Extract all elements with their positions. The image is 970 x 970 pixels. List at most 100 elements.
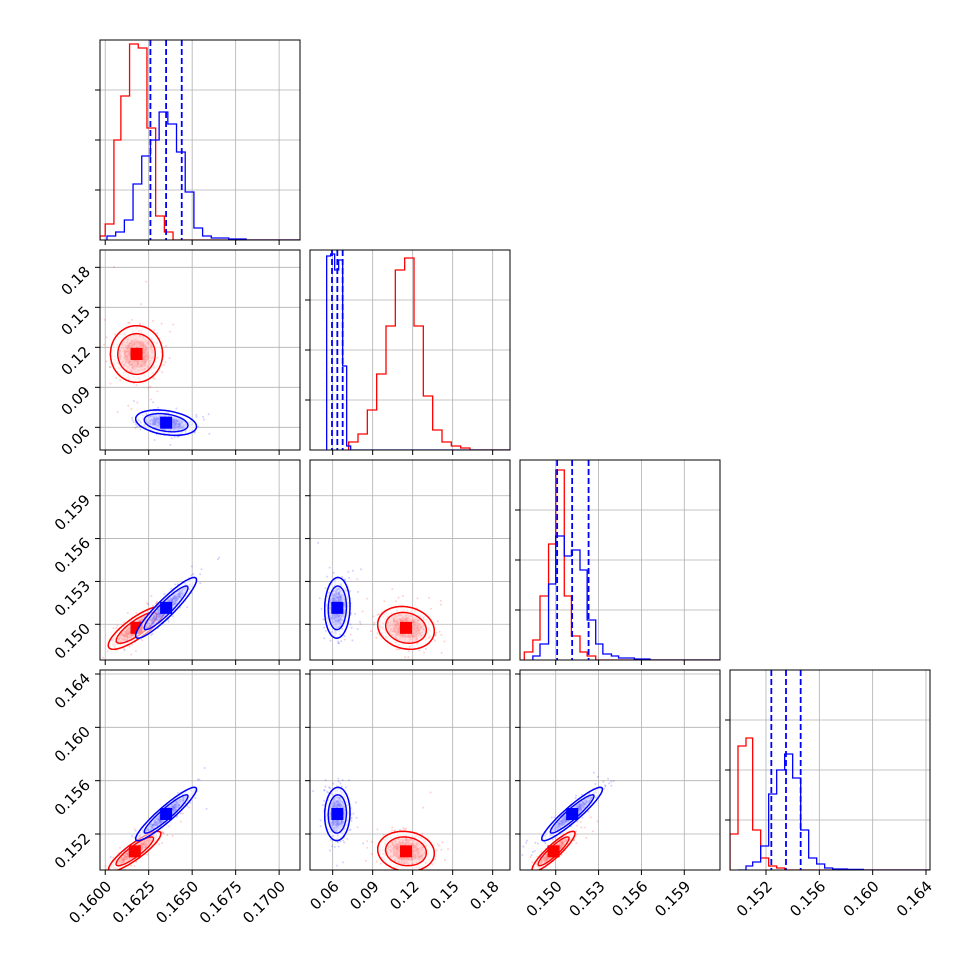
scatter-point <box>196 778 199 781</box>
scatter-point <box>202 415 205 418</box>
panel-frame <box>99 249 301 451</box>
scatter-point <box>372 615 375 618</box>
scatter-point <box>328 566 331 569</box>
scatter-point <box>364 859 367 862</box>
scatter-point <box>161 831 164 834</box>
scatter-point <box>391 826 394 829</box>
scatter-point <box>421 832 424 835</box>
scatter-point <box>422 806 425 809</box>
scatter-point <box>375 860 378 863</box>
scatter-point <box>156 332 159 335</box>
scatter-point <box>433 639 436 642</box>
scatter-point <box>172 323 175 326</box>
scatter-point <box>438 844 441 847</box>
scatter-point <box>106 650 109 653</box>
scatter-point <box>169 443 172 446</box>
panel-0-0 <box>95 39 301 245</box>
scatter-point <box>324 629 327 632</box>
scatter-point <box>416 874 418 876</box>
scatter-point <box>337 642 340 645</box>
scatter-point <box>116 872 118 874</box>
scatter-point <box>103 872 105 874</box>
y-tick-label: 0.06 <box>58 423 94 459</box>
scatter-point <box>151 604 154 607</box>
scatter-point <box>134 426 137 429</box>
scatter-point <box>377 613 380 616</box>
scatter-point <box>163 363 166 366</box>
scatter-point <box>203 766 206 769</box>
scatter-point <box>133 864 136 867</box>
scatter-point <box>153 329 156 332</box>
scatter-point <box>320 607 323 610</box>
scatter-point <box>349 633 352 636</box>
scatter-point <box>139 620 142 623</box>
scatter-point <box>356 578 359 581</box>
scatter-point <box>357 590 360 593</box>
scatter-point <box>162 831 165 834</box>
scatter-point <box>356 628 359 631</box>
scatter-point <box>135 423 138 426</box>
y-tick-label: 0.09 <box>58 383 94 419</box>
scatter-point <box>175 407 178 410</box>
scatter-point <box>190 574 193 577</box>
scatter-point <box>396 878 398 880</box>
scatter-point <box>366 597 369 600</box>
scatter-point <box>139 323 142 326</box>
panel-frame <box>99 39 301 241</box>
scatter-point <box>139 428 142 431</box>
scatter-point <box>170 587 173 590</box>
scatter-point <box>135 384 138 387</box>
scatter-point <box>337 640 340 643</box>
scatter-point <box>408 649 411 652</box>
scatter-point <box>376 632 379 635</box>
scatter-point <box>130 408 133 411</box>
scatter-point <box>195 415 198 418</box>
scatter-point <box>165 345 168 348</box>
scatter-point <box>134 829 137 832</box>
scatter-point <box>431 863 434 866</box>
scatter-point <box>109 366 112 369</box>
y-tick-label: 0.18 <box>58 263 94 299</box>
scatter-point <box>356 826 359 829</box>
scatter-point <box>339 782 342 785</box>
scatter-point <box>399 828 402 831</box>
scatter-point <box>373 621 376 624</box>
scatter-point <box>218 556 221 559</box>
scatter-point <box>146 853 149 856</box>
scatter-point <box>160 322 163 325</box>
histogram-series-0 <box>348 257 510 450</box>
scatter-point <box>343 578 346 581</box>
scatter-point <box>128 321 131 324</box>
scatter-point <box>108 365 111 368</box>
scatter-point <box>370 840 373 843</box>
scatter-point <box>440 848 443 851</box>
scatter-point <box>114 376 117 379</box>
scatter-point <box>415 875 417 877</box>
scatter-point <box>407 656 410 659</box>
scatter-point <box>169 330 172 333</box>
scatter-point <box>138 322 141 325</box>
contour-outline <box>109 324 164 384</box>
scatter-point <box>193 431 196 434</box>
scatter-point <box>171 615 174 618</box>
scatter-point <box>122 647 125 650</box>
scatter-point <box>115 874 117 876</box>
scatter-point <box>316 541 319 544</box>
scatter-point <box>105 360 108 363</box>
panel-content <box>100 40 300 240</box>
y-tick-label: 0.12 <box>58 343 94 379</box>
scatter-point <box>150 595 153 598</box>
histogram-series-1 <box>326 253 510 450</box>
contour-outline <box>323 576 351 639</box>
density-core <box>331 601 344 614</box>
scatter-point <box>150 633 153 636</box>
scatter-point <box>117 871 119 873</box>
scatter-point <box>105 867 108 870</box>
scatter-point <box>375 636 378 639</box>
scatter-point <box>195 413 198 416</box>
scatter-point <box>341 576 344 579</box>
scatter-point <box>347 570 350 573</box>
scatter-point <box>420 678 422 680</box>
y-tick-label: 0.156 <box>51 776 94 819</box>
scatter-point <box>145 280 148 283</box>
